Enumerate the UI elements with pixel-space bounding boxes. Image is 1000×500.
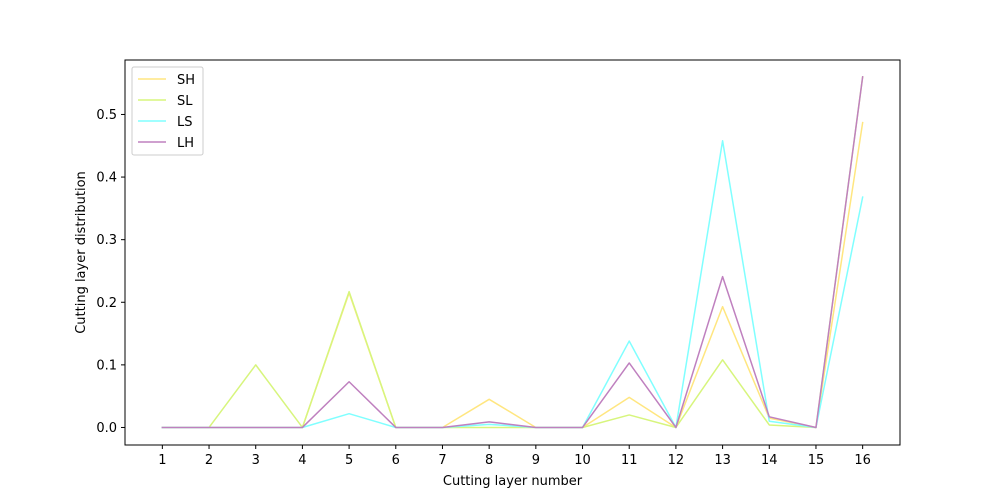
ticks-layer: 1 2 3 4 5 6 7 8 9 10 11 12 13 14 15 160.00.10.20.30.40.… [96, 108, 871, 468]
legend-item-ls: LS [138, 115, 193, 130]
x-tick-label: 9 [532, 453, 540, 468]
legend-box [131, 66, 204, 156]
legend: SH SL LS LH [131, 66, 204, 156]
legend-item-sl: SL [138, 94, 193, 109]
y-tick-label: 0.4 [96, 171, 117, 186]
x-tick-label: 5 [345, 453, 353, 468]
legend-label-lh: LH [177, 136, 194, 151]
x-tick-label: 13 [714, 453, 731, 468]
series-layer [161, 76, 864, 429]
series-line-ls [161, 140, 864, 429]
x-tick-label: 8 [485, 453, 493, 468]
x-tick-label: 2 [205, 453, 213, 468]
legend-label-sl: SL [177, 94, 193, 109]
y-tick-label: 0.5 [96, 108, 117, 123]
x-tick-label: 11 [621, 453, 638, 468]
legend-item-sh: SH [138, 73, 195, 88]
y-tick-label: 0.0 [96, 421, 117, 436]
legend-label-ls: LS [177, 115, 193, 130]
x-tick-label: 3 [252, 453, 260, 468]
x-tick-label: 15 [808, 453, 825, 468]
x-tick-label: 14 [761, 453, 778, 468]
x-tick-label: 12 [668, 453, 685, 468]
series-line-lh [161, 76, 864, 429]
legend-label-sh: SH [177, 73, 195, 88]
series-line-sl [161, 76, 864, 429]
y-tick-label: 0.1 [96, 358, 117, 373]
x-tick-label: 16 [854, 453, 871, 468]
legend-item-lh: LH [138, 136, 194, 151]
plot-frame [124, 59, 901, 446]
y-tick-label: 0.3 [96, 233, 117, 248]
x-axis-label: Cutting layer number [443, 474, 583, 489]
y-axis-label: Cutting layer distribution [74, 171, 89, 334]
x-tick-label: 1 [158, 453, 166, 468]
x-tick-label: 10 [574, 453, 591, 468]
x-tick-label: 4 [298, 453, 306, 468]
x-tick-label: 6 [392, 453, 400, 468]
x-tick-label: 7 [438, 453, 446, 468]
y-tick-label: 0.2 [96, 296, 117, 311]
